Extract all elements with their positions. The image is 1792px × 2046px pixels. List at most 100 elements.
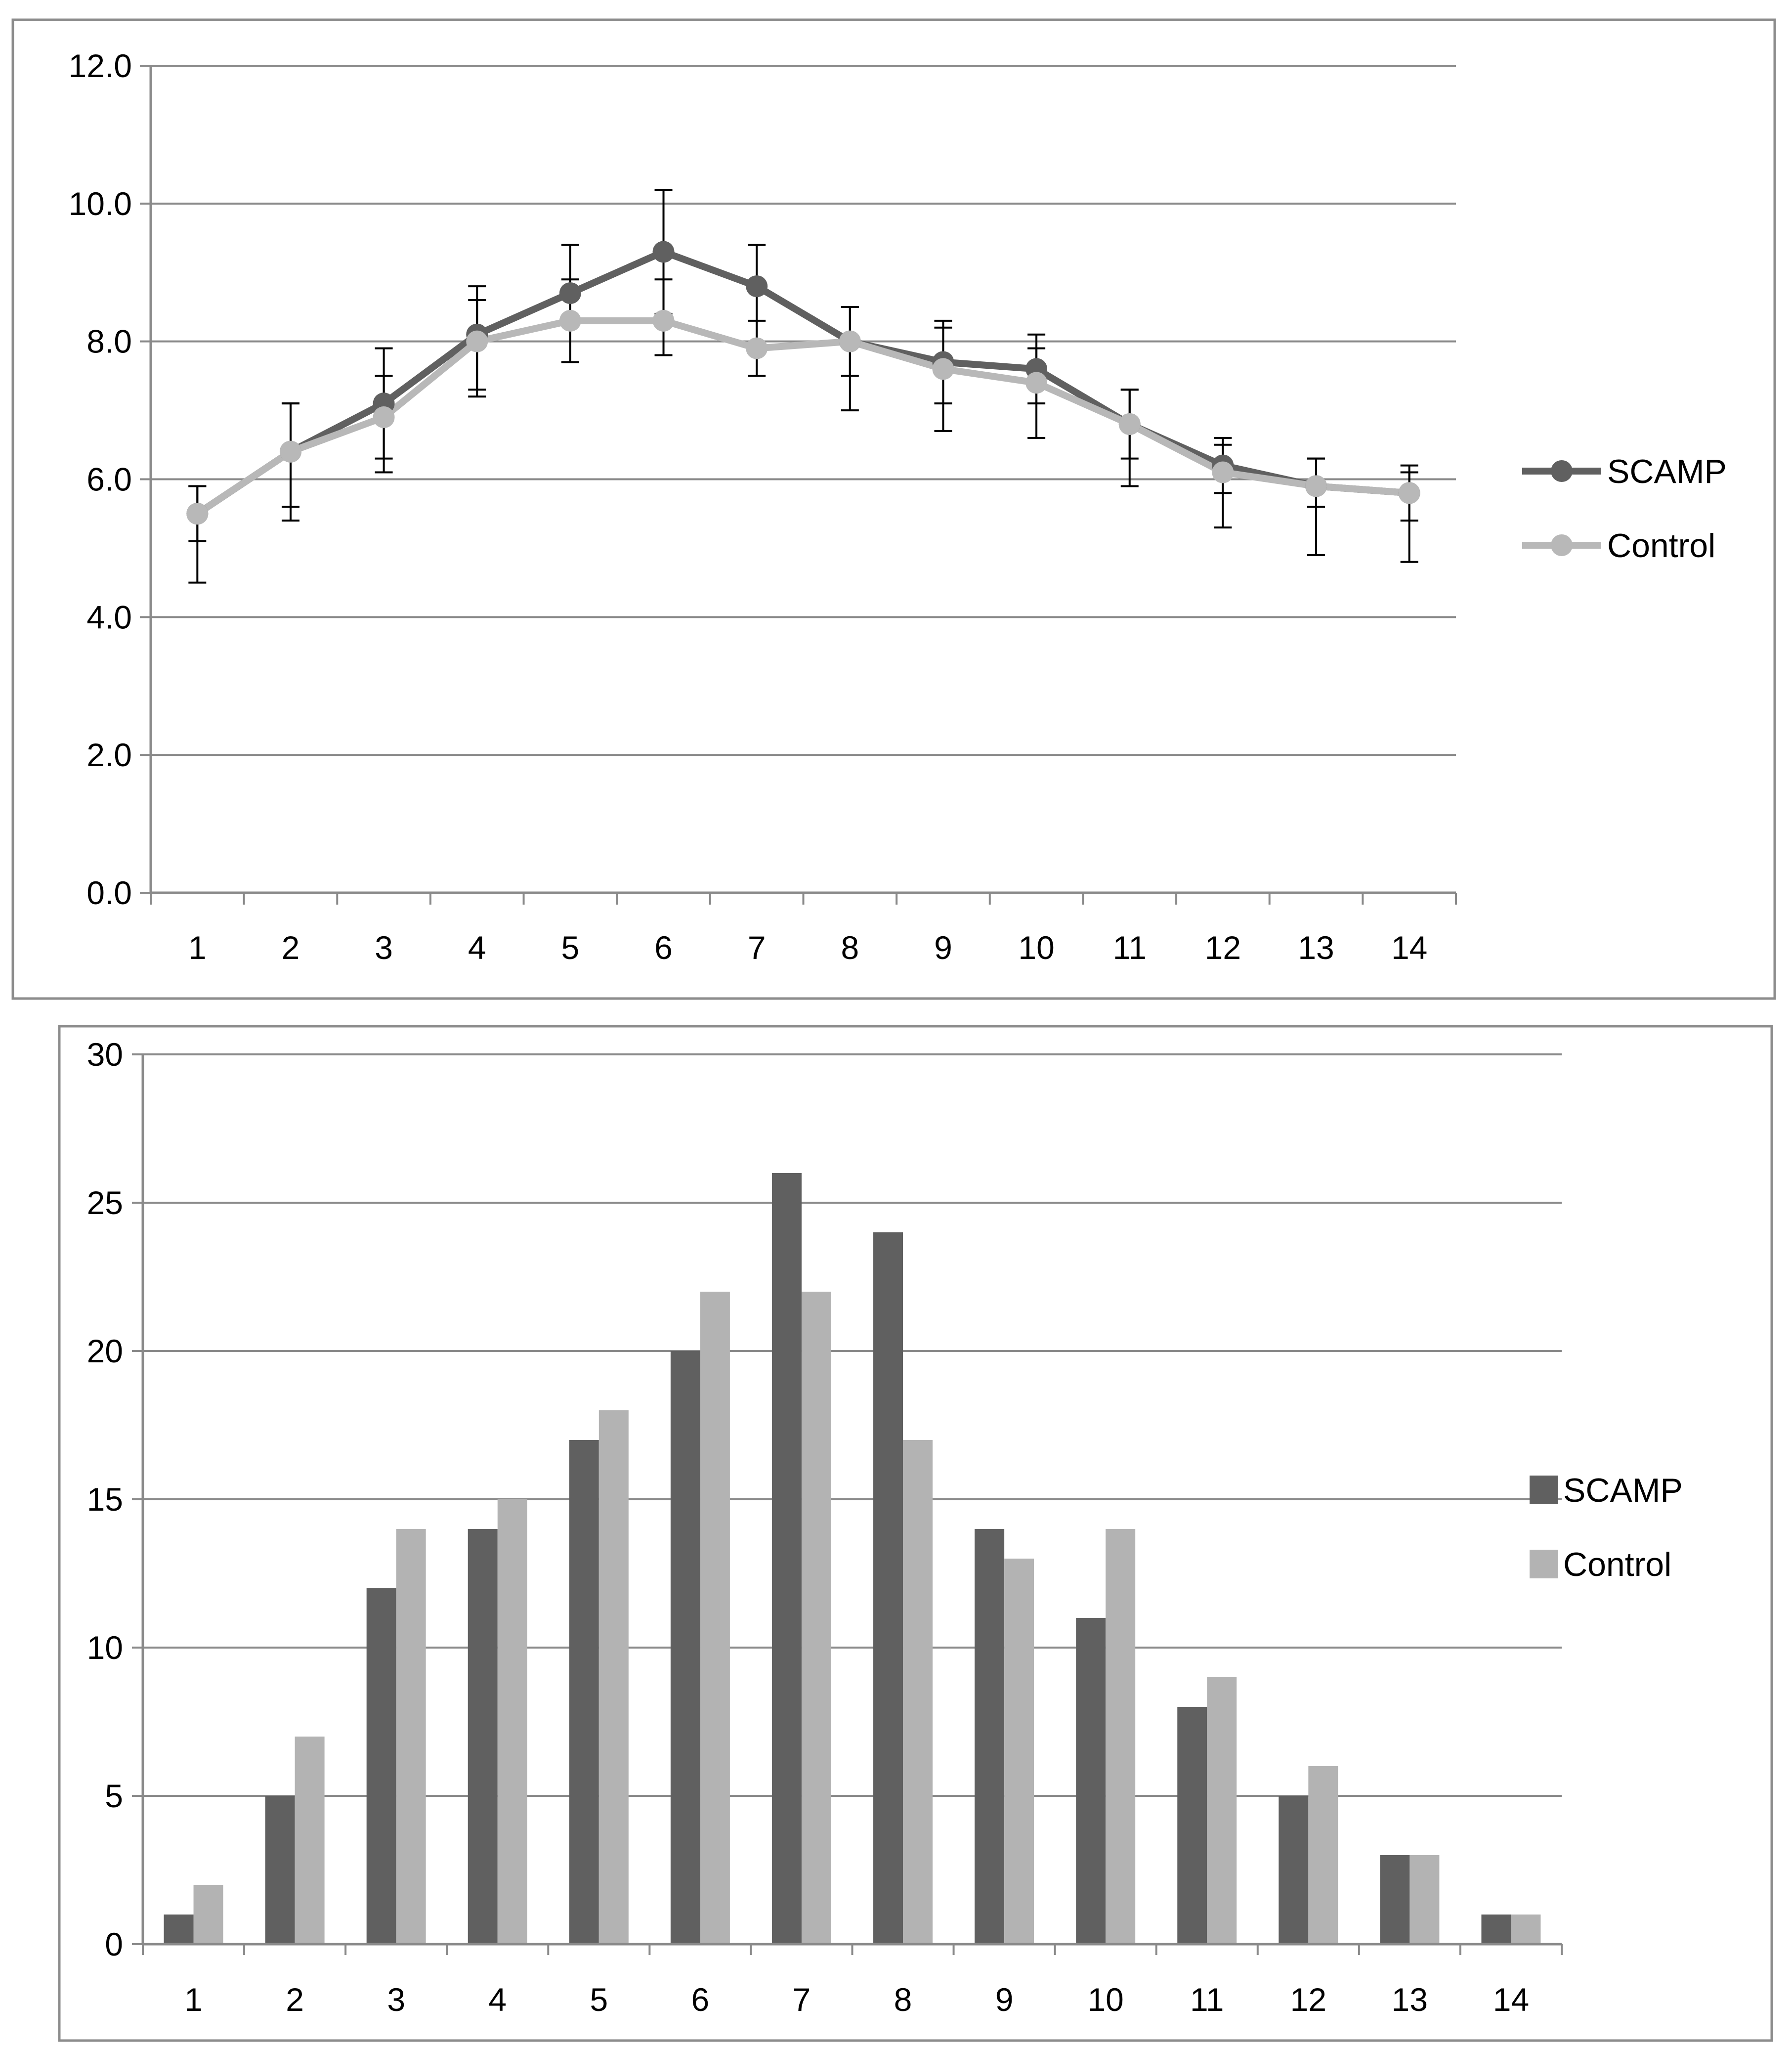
bar-control: [1106, 1529, 1136, 1944]
x-tick-label: 4: [488, 1981, 507, 2018]
x-tick-label: 14: [1493, 1981, 1529, 2018]
x-tick-label: 7: [793, 1981, 811, 2018]
x-tick-label: 7: [748, 929, 766, 966]
legend-scamp-label: SCAMP: [1607, 453, 1727, 490]
bar-scamp: [265, 1796, 295, 1944]
bar-control: [700, 1292, 730, 1944]
y-tick-label: 8.0: [86, 323, 132, 360]
series-scamp-line: [195, 248, 1410, 517]
bar-chart-x-ticks: 1 2 3 4 5 6 7 8 9 10 11 12 13 14: [142, 1944, 1563, 2018]
line-chart: 0.02.04.06.08.010.012.0 1 2 3 4 5 6 7 8 9 10 11 12 1…: [11, 18, 1776, 1000]
bar-control: [497, 1499, 527, 1944]
line-chart-series: [186, 241, 1420, 525]
bar-control: [1207, 1677, 1237, 1944]
legend-control-swatch: [1530, 1550, 1558, 1578]
line-chart-y-ticks: 0.0 2.0 4.0 6.0 8.0 10.0 12.0: [69, 47, 151, 911]
x-tick-label: 5: [590, 1981, 608, 2018]
series-scamp-point: [652, 241, 675, 263]
bar-scamp: [468, 1529, 498, 1944]
y-tick-label: 2.0: [86, 737, 132, 773]
bar-scamp: [1177, 1707, 1207, 1944]
y-tick-label: 10.0: [69, 185, 132, 222]
bar-scamp: [1076, 1618, 1106, 1944]
y-tick-label: 20: [87, 1333, 123, 1369]
series-scamp-point: [559, 282, 581, 305]
series-control-point: [1305, 475, 1327, 497]
x-tick-label: 2: [286, 1981, 304, 2018]
legend-scamp-swatch: [1530, 1476, 1558, 1504]
series-control-point: [186, 503, 209, 525]
y-tick-label: 15: [87, 1481, 123, 1518]
bar-control: [903, 1440, 933, 1944]
y-tick-label: 25: [87, 1184, 123, 1221]
bar-control: [1409, 1855, 1440, 1944]
x-tick-label: 13: [1392, 1981, 1428, 2018]
series-control-point: [1398, 482, 1420, 504]
legend-scamp-marker: [1551, 460, 1573, 482]
bar-chart-y-ticks: 0 5 10 15 20 25 30: [87, 1036, 143, 1962]
x-tick-label: 10: [1087, 1981, 1123, 2018]
x-tick-label: 6: [654, 929, 673, 966]
legend-scamp-label: SCAMP: [1563, 1472, 1683, 1509]
bar-scamp: [1481, 1915, 1511, 1944]
series-control-point: [466, 330, 488, 352]
x-tick-label: 12: [1290, 1981, 1326, 2018]
bar-scamp: [569, 1440, 599, 1944]
series-control-point: [1212, 461, 1234, 483]
x-tick-label: 9: [995, 1981, 1014, 2018]
series-control-point: [652, 309, 675, 332]
series-control-point: [1118, 413, 1141, 435]
series-control-point: [559, 309, 581, 332]
bar-scamp: [1279, 1796, 1309, 1944]
x-tick-label: 5: [561, 929, 580, 966]
x-tick-label: 11: [1112, 929, 1147, 966]
x-tick-label: 1: [184, 1981, 203, 2018]
x-tick-label: 8: [894, 1981, 912, 2018]
series-control-point: [746, 337, 768, 359]
legend-control-label: Control: [1563, 1546, 1671, 1583]
legend-control-label: Control: [1607, 527, 1715, 565]
bar-control: [598, 1410, 629, 1944]
bar-scamp: [771, 1173, 802, 1944]
x-tick-label: 3: [387, 1981, 405, 2018]
line-chart-gridlines: [151, 65, 1456, 756]
line-chart-x-ticks: 1 2 3 4 5 6 7 8 9 10 11 12 13 14: [150, 893, 1457, 966]
bar-control: [1308, 1766, 1338, 1944]
x-tick-label: 10: [1018, 929, 1054, 966]
x-tick-label: 1: [188, 929, 207, 966]
series-control-point: [373, 406, 395, 429]
bar-chart-bars: [164, 1173, 1541, 1944]
series-control-point: [1025, 372, 1048, 394]
bar-scamp: [975, 1529, 1005, 1944]
line-chart-frame: [11, 18, 1776, 1000]
bar-scamp: [1380, 1855, 1410, 1944]
bar-control: [396, 1529, 426, 1944]
series-control-point: [932, 358, 954, 380]
series-control-line: [195, 317, 1410, 517]
series-control-point: [839, 330, 861, 352]
x-tick-label: 13: [1298, 929, 1334, 966]
x-tick-label: 4: [468, 929, 486, 966]
y-tick-label: 0: [105, 1926, 123, 1962]
y-tick-label: 0.0: [86, 874, 132, 911]
x-tick-label: 12: [1205, 929, 1241, 966]
x-tick-label: 8: [841, 929, 859, 966]
bar-scamp: [366, 1588, 396, 1944]
x-tick-label: 2: [282, 929, 300, 966]
bar-scamp: [164, 1915, 194, 1944]
bar-control: [801, 1292, 831, 1944]
legend-control-marker: [1551, 534, 1573, 556]
y-tick-label: 6.0: [86, 461, 132, 498]
x-tick-label: 6: [691, 1981, 710, 2018]
y-tick-label: 4.0: [86, 599, 132, 635]
x-tick-label: 9: [934, 929, 952, 966]
bar-control: [1511, 1915, 1541, 1944]
line-chart-legend: SCAMP Control: [1522, 453, 1727, 565]
bar-control: [193, 1885, 223, 1944]
x-tick-label: 14: [1391, 929, 1427, 966]
x-tick-label: 3: [375, 929, 393, 966]
series-control-point: [279, 440, 301, 463]
bar-control: [295, 1737, 325, 1944]
